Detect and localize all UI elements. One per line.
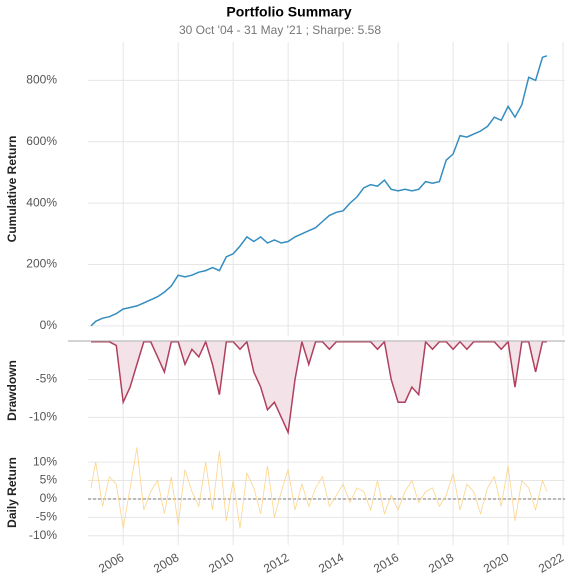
series-line (90, 55, 548, 327)
y-tick-label: -10% (29, 410, 57, 424)
y-tick-label: 800% (26, 73, 57, 87)
x-tick-label: 2012 (261, 550, 291, 576)
x-tick-label: 2008 (151, 550, 181, 576)
y-tick-label: -5% (36, 372, 58, 386)
y-tick-label: 5% (40, 473, 58, 487)
chart-subtitle: 30 Oct '04 - 31 May '21 ; Sharpe: 5.58 (179, 23, 381, 37)
y-axis-label: Cumulative Return (5, 136, 19, 243)
chart-title: Portfolio Summary (226, 4, 351, 20)
x-tick-label: 2010 (206, 550, 236, 576)
x-tick-label: 2006 (96, 550, 126, 576)
x-tick-label: 2022 (536, 550, 566, 576)
y-tick-label: 600% (26, 134, 57, 148)
x-tick-label: 2014 (316, 550, 346, 576)
y-tick-label: -10% (29, 528, 57, 542)
y-tick-label: -5% (36, 510, 58, 524)
series-line (90, 447, 548, 529)
y-axis-label: Drawdown (5, 360, 19, 421)
x-tick-label: 2018 (426, 550, 456, 576)
y-tick-label: 0% (40, 491, 58, 505)
y-axis-label: Daily Return (5, 457, 19, 528)
y-tick-label: 200% (26, 257, 57, 271)
drawdown-area (91, 341, 547, 433)
y-tick-label: 0% (40, 318, 58, 332)
y-tick-label: 400% (26, 195, 57, 209)
x-tick-label: 2016 (371, 550, 401, 576)
x-tick-label: 2020 (481, 550, 511, 576)
y-tick-label: 10% (33, 454, 57, 468)
series-line (91, 339, 547, 436)
